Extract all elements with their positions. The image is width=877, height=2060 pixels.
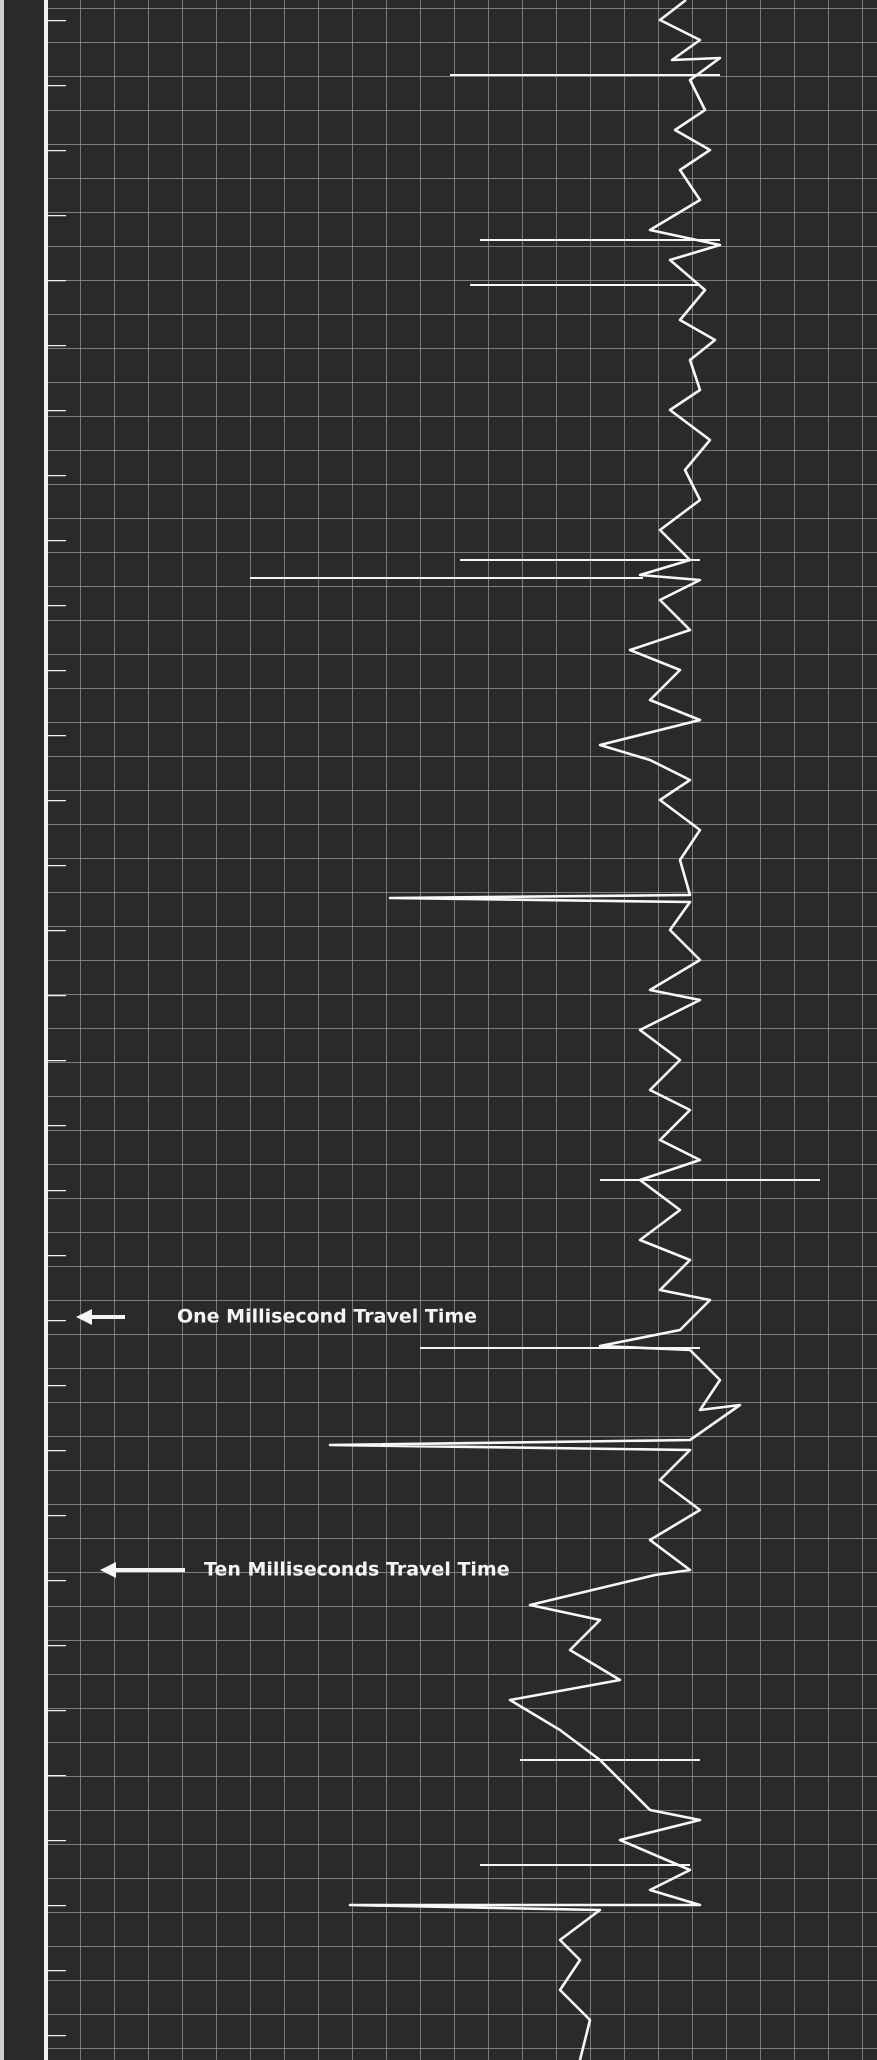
grid <box>48 0 877 2060</box>
oscillograph-record: One Millisecond Travel Time Ten Millisec… <box>0 0 877 2060</box>
annotation: One Millisecond Travel Time <box>177 1306 477 1328</box>
annotation: Ten Milliseconds Travel Time <box>204 1559 510 1581</box>
left-edge <box>0 0 4 2060</box>
page: {"annotations": [{"label": "One Millisec… <box>0 0 877 2060</box>
timing-ticks <box>46 0 66 2060</box>
